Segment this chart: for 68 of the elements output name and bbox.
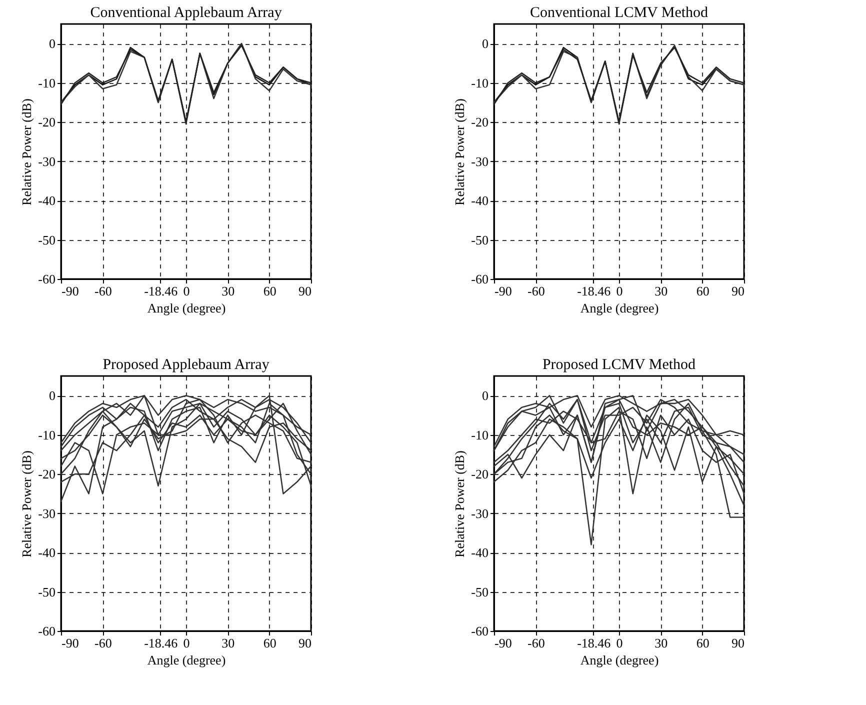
y-tick-label: 0 [482, 388, 488, 404]
chart-title: Proposed LCMV Method [542, 357, 696, 373]
x-axis-title: Angle (degree) [580, 652, 659, 668]
x-tick-label: 90 [732, 284, 744, 298]
x-tick-label: -90 [62, 284, 79, 298]
y-tick-label: -30 [471, 506, 488, 521]
x-axis-title: Angle (degree) [580, 300, 659, 316]
y-tick-label: -20 [471, 466, 488, 482]
x-tick-label: -60 [527, 284, 545, 298]
x-tick-label: 90 [298, 636, 312, 650]
y-tick-label: 0 [482, 36, 488, 52]
y-tick-label: -20 [38, 114, 56, 130]
y-tick-label: -60 [38, 272, 56, 286]
y-tick-label: -20 [38, 466, 56, 482]
x-tick-label: 60 [696, 284, 710, 298]
y-tick-label: -10 [471, 75, 488, 90]
y-tick-label: -50 [38, 232, 56, 248]
y-tick-label: -50 [471, 584, 488, 600]
y-tick-label: -30 [471, 154, 488, 169]
y-tick-label: 0 [49, 388, 56, 404]
y-tick-label: -10 [471, 427, 488, 442]
x-tick-label: -90 [494, 636, 512, 650]
x-tick-label: 30 [654, 284, 668, 298]
y-axis-title: Relative Power (dB) [452, 450, 468, 558]
y-tick-label: -50 [38, 584, 56, 600]
y-axis-title: Relative Power (dB) [19, 450, 34, 558]
y-tick-label: -60 [471, 272, 488, 286]
y-tick-label: -30 [38, 154, 56, 169]
chart-title: Conventional Applebaum Array [90, 5, 282, 21]
x-tick-label: 0 [616, 284, 623, 298]
y-tick-label: -40 [38, 193, 56, 208]
x-tick-label: -60 [94, 636, 112, 650]
y-tick-label: 0 [49, 36, 56, 52]
y-tick-label: -10 [38, 75, 56, 90]
x-tick-label: -18.46 [144, 636, 178, 650]
y-tick-label: -60 [38, 624, 56, 638]
x-tick-label: -60 [527, 636, 545, 650]
y-tick-label: -40 [471, 193, 488, 208]
x-tick-label: -18.46 [577, 284, 612, 298]
y-axis-title: Relative Power (dB) [19, 98, 34, 206]
x-tick-label: 60 [263, 636, 276, 650]
y-tick-label: -30 [38, 506, 56, 521]
chart-title: Proposed Applebaum Array [102, 357, 270, 373]
x-tick-label: 0 [183, 636, 190, 650]
x-tick-label: -18.46 [144, 284, 178, 298]
chart-title: Conventional LCMV Method [530, 5, 709, 21]
x-axis-title: Angle (degree) [147, 300, 226, 316]
x-tick-label: 90 [732, 636, 744, 650]
x-tick-label: -60 [94, 284, 112, 298]
x-axis-title: Angle (degree) [147, 652, 226, 668]
x-tick-label: 30 [654, 636, 668, 650]
x-tick-label: -90 [494, 284, 512, 298]
x-tick-label: -90 [62, 636, 79, 650]
x-tick-label: 0 [616, 636, 623, 650]
y-axis-title: Relative Power (dB) [452, 98, 468, 206]
x-tick-label: 60 [263, 284, 276, 298]
y-tick-label: -10 [38, 427, 56, 442]
x-tick-label: -18.46 [577, 636, 612, 650]
x-tick-label: 30 [222, 636, 235, 650]
y-tick-label: -50 [471, 232, 488, 248]
x-tick-label: 60 [696, 636, 710, 650]
y-tick-label: -20 [471, 114, 488, 130]
y-tick-label: -40 [471, 545, 488, 560]
x-tick-label: 90 [298, 284, 312, 298]
y-tick-label: -60 [471, 624, 488, 638]
x-tick-label: 0 [183, 284, 190, 298]
y-tick-label: -40 [38, 545, 56, 560]
x-tick-label: 30 [222, 284, 235, 298]
